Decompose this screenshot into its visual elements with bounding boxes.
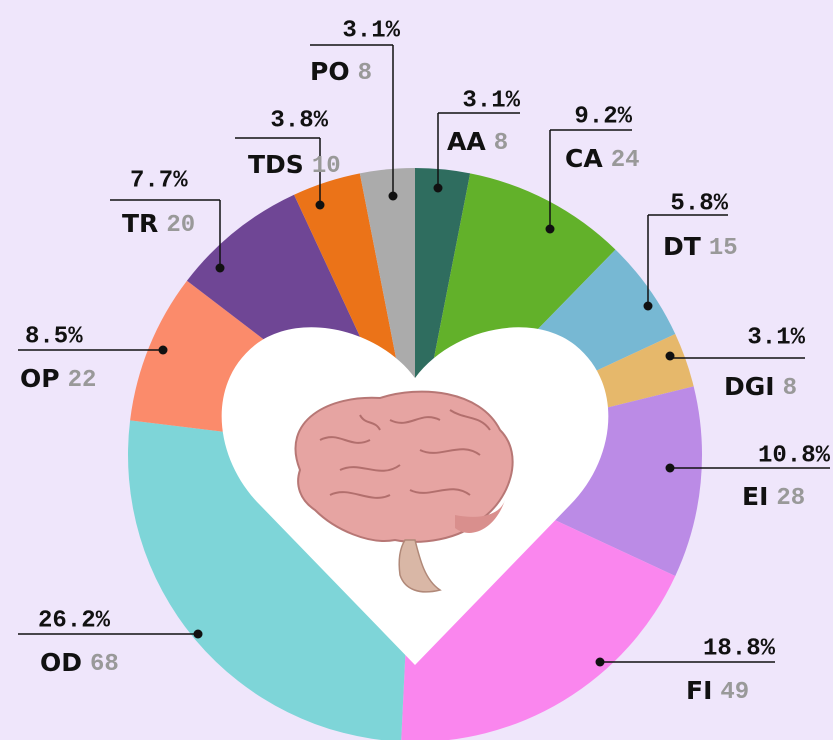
share-label: 3.1%	[462, 87, 520, 114]
category-name: AA	[447, 127, 486, 156]
category-count: 8	[494, 130, 508, 157]
category-label: OP 22	[20, 364, 96, 394]
category-name: EI	[742, 482, 768, 511]
share-label: 7.7%	[130, 167, 188, 194]
share-label: 18.8%	[703, 635, 776, 662]
category-count: 8	[783, 375, 797, 402]
share-label: 8.5%	[25, 323, 83, 350]
category-label: TDS 10	[248, 150, 341, 180]
leader-dot	[193, 629, 203, 639]
category-name: FI	[686, 676, 712, 705]
category-label: TR 20	[122, 209, 195, 239]
category-name: DGI	[724, 372, 775, 401]
category-label: OD 68	[40, 648, 119, 678]
brain-folds	[319, 409, 491, 499]
leader-dot	[315, 200, 325, 210]
brain-cerebellum	[455, 500, 505, 533]
category-count: 22	[68, 367, 97, 394]
share-label: 3.1%	[747, 324, 805, 351]
leader-dot	[595, 657, 605, 667]
category-label: AA 8	[447, 127, 508, 157]
leader-dot	[665, 463, 675, 473]
category-count: 68	[90, 651, 119, 678]
labels: 3.1% AA 8 9.2% CA 24 5.8% DT 15 3.1% DGI 8 10.8% EI 28…	[18, 17, 831, 706]
leader-dot	[388, 191, 398, 201]
share-label: 9.2%	[574, 103, 632, 130]
leader-dot	[158, 345, 168, 355]
brain-stem	[398, 539, 442, 593]
category-name: OP	[20, 364, 60, 393]
category-name: CA	[565, 144, 603, 173]
category-name: OD	[40, 648, 82, 677]
share-label: 3.1%	[342, 17, 400, 44]
category-count: 10	[312, 153, 341, 180]
share-label: 10.8%	[758, 442, 831, 469]
leader-dot	[215, 263, 225, 273]
category-count: 15	[709, 235, 738, 262]
leader-dot	[643, 301, 653, 311]
leader-dot	[545, 224, 555, 234]
category-name: DT	[663, 232, 701, 261]
leader-dot	[665, 351, 675, 361]
share-label: 26.2%	[38, 607, 111, 634]
category-label: CA 24	[565, 144, 640, 174]
share-label: 3.8%	[270, 107, 328, 134]
leader-dot	[433, 183, 443, 193]
category-count: 20	[166, 212, 195, 239]
category-label: DT 15	[663, 232, 738, 262]
share-label: 5.8%	[670, 190, 728, 217]
category-count: 49	[720, 679, 749, 706]
category-name: PO	[310, 57, 350, 86]
category-label: FI 49	[686, 676, 749, 706]
category-count: 28	[776, 485, 805, 512]
category-name: TR	[122, 209, 158, 238]
brain	[294, 390, 514, 593]
brain-shape	[294, 390, 514, 543]
category-label: DGI 8	[724, 372, 797, 402]
category-name: TDS	[248, 150, 304, 179]
category-count: 8	[358, 60, 372, 87]
category-label: PO 8	[310, 57, 372, 87]
category-label: EI 28	[742, 482, 805, 512]
category-count: 24	[611, 147, 640, 174]
